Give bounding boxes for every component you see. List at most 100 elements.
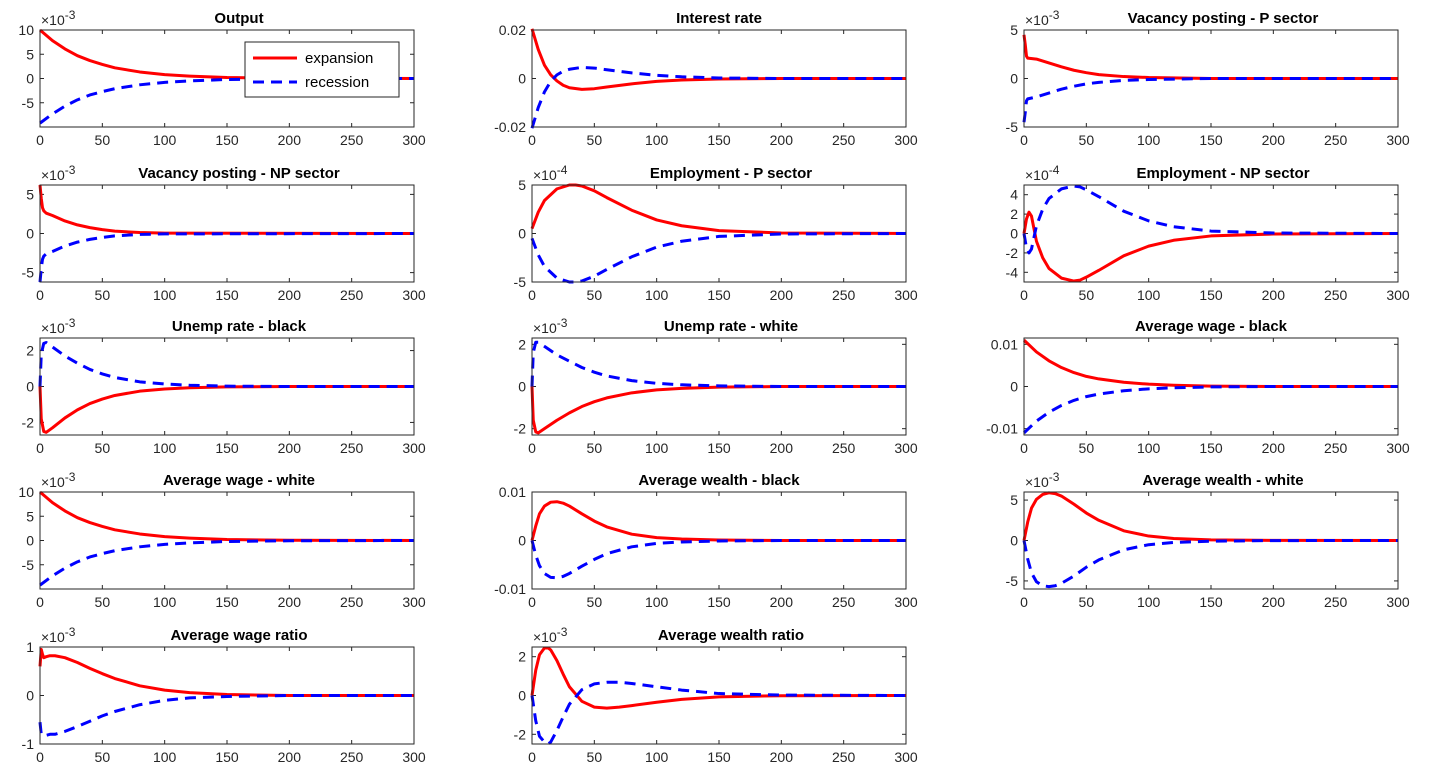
- y-tick-label: 0: [1010, 379, 1018, 395]
- x-tick-label: 300: [402, 440, 426, 456]
- x-tick-label: 300: [402, 287, 426, 303]
- x-tick-label: 50: [95, 440, 111, 456]
- x-tick-label: 150: [707, 440, 731, 456]
- panel-title: Average wage - white: [163, 472, 315, 489]
- axes-box: [1023, 29, 1399, 128]
- series-line-recession: [1022, 184, 1399, 255]
- x-tick-label: 0: [1020, 287, 1028, 303]
- series-line-recession: [38, 232, 415, 283]
- series-line-expansion: [1022, 210, 1399, 283]
- x-tick-label: 200: [770, 440, 794, 456]
- x-tick-label: 200: [278, 287, 302, 303]
- y-tick-label: 2: [518, 649, 526, 665]
- series-line-recession: [38, 694, 414, 737]
- axis-exponent-power: -4: [557, 163, 568, 177]
- y-tick-label: 0.01: [991, 336, 1018, 352]
- series-line-expansion: [39, 28, 415, 80]
- series-line-expansion: [38, 184, 415, 235]
- x-tick-label: 150: [215, 132, 239, 148]
- axis-exponent-power: -3: [65, 316, 76, 330]
- x-tick-label: 250: [1324, 132, 1348, 148]
- legend-box: [244, 41, 400, 98]
- x-tick-label: 300: [402, 749, 426, 765]
- y-tick-label: 5: [26, 508, 34, 524]
- series-line-recession: [530, 65, 906, 129]
- axes-box: [39, 646, 415, 745]
- axis-exponent-power: -3: [65, 163, 76, 177]
- x-tick-label: 300: [1386, 594, 1410, 610]
- x-tick-label: 200: [278, 749, 302, 765]
- x-tick-label: 100: [645, 440, 669, 456]
- series-line-expansion: [530, 500, 906, 542]
- x-tick-label: 100: [1137, 132, 1161, 148]
- axes-box: [39, 184, 415, 283]
- y-tick-label: 0: [518, 533, 526, 549]
- x-tick-label: 200: [278, 594, 302, 610]
- y-tick-label: 1: [26, 639, 34, 655]
- x-tick-label: 250: [340, 440, 364, 456]
- x-tick-label: 0: [36, 287, 44, 303]
- axis-exponent: ×10-4: [1025, 163, 1060, 183]
- x-tick-label: 0: [528, 594, 536, 610]
- panel-title: Average wealth - black: [638, 472, 800, 489]
- legend: expansion recession: [244, 41, 400, 98]
- x-tick-label: 100: [1137, 287, 1161, 303]
- x-tick-label: 50: [95, 132, 111, 148]
- y-tick-label: -5: [1006, 573, 1019, 589]
- y-tick-label: -2: [22, 414, 35, 430]
- y-tick-label: -5: [22, 95, 35, 111]
- series-line-expansion: [1022, 34, 1398, 80]
- series-line-expansion: [38, 385, 414, 434]
- x-tick-label: 150: [215, 749, 239, 765]
- axes-box: [531, 184, 907, 283]
- series-line-recession: [530, 539, 906, 580]
- y-tick-label: -5: [22, 265, 35, 281]
- x-tick-label: 0: [528, 287, 536, 303]
- x-tick-label: 200: [770, 749, 794, 765]
- x-tick-label: 100: [153, 594, 177, 610]
- x-tick-label: 100: [153, 440, 177, 456]
- y-tick-label: -2: [514, 726, 527, 742]
- panel-title: Average wage ratio: [171, 627, 308, 644]
- x-tick-label: 0: [528, 440, 536, 456]
- y-tick-label: 0: [1010, 533, 1018, 549]
- y-tick-label: 0: [26, 533, 34, 549]
- series-line-recession: [38, 340, 414, 388]
- x-tick-label: 250: [1324, 287, 1348, 303]
- axis-exponent-power: -3: [557, 316, 568, 330]
- x-tick-label: 150: [707, 594, 731, 610]
- x-tick-label: 0: [1020, 594, 1028, 610]
- x-tick-label: 100: [153, 749, 177, 765]
- x-tick-label: 100: [645, 287, 669, 303]
- axis-exponent-power: -4: [1049, 163, 1060, 177]
- x-tick-label: 0: [1020, 132, 1028, 148]
- series-line-expansion: [38, 647, 414, 697]
- axes-box: [531, 491, 907, 590]
- axis-exponent-power: -3: [65, 8, 76, 22]
- y-tick-label: 2: [26, 343, 34, 359]
- x-tick-label: 200: [770, 594, 794, 610]
- x-tick-label: 0: [36, 749, 44, 765]
- x-tick-label: 250: [832, 594, 856, 610]
- panel-title: Unemp rate - black: [172, 318, 307, 335]
- x-tick-label: 250: [832, 440, 856, 456]
- axis-exponent: ×10-3: [533, 316, 568, 336]
- x-tick-label: 150: [215, 594, 239, 610]
- y-tick-label: -0.01: [494, 581, 526, 597]
- y-tick-label: 0: [518, 226, 526, 242]
- axes-box: [39, 491, 415, 590]
- x-tick-label: 250: [832, 287, 856, 303]
- axis-exponent-power: -3: [65, 470, 76, 484]
- x-tick-label: 200: [1262, 132, 1286, 148]
- y-tick-label: 0: [518, 379, 526, 395]
- panel-title: Vacancy posting - NP sector: [138, 165, 340, 182]
- panel-title: Unemp rate - white: [664, 318, 798, 335]
- x-tick-label: 0: [528, 749, 536, 765]
- panel-title: Average wealth - white: [1142, 472, 1303, 489]
